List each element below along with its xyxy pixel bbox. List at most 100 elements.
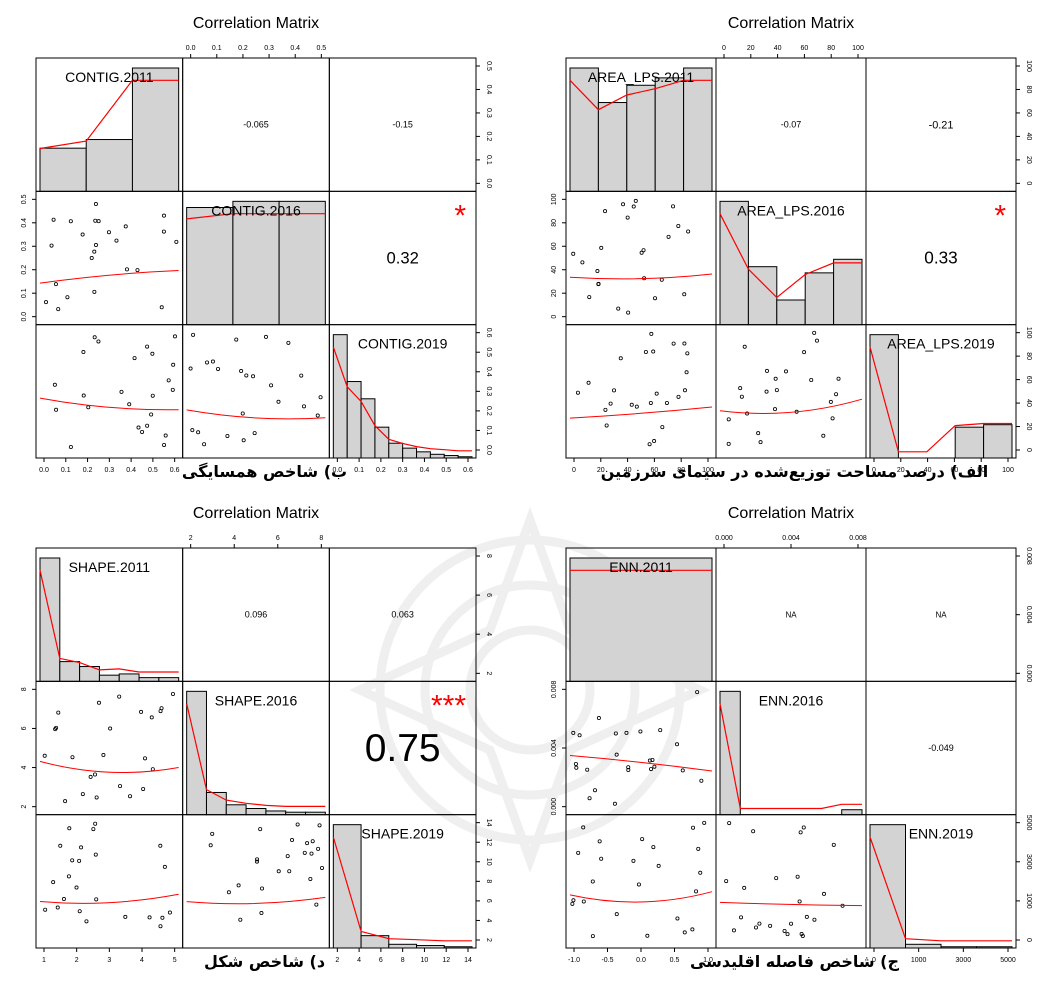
- bottom-tick-label: 0.6: [170, 467, 180, 474]
- scatter-point: [751, 829, 756, 834]
- matrix-cell: [35, 680, 184, 816]
- density-curve: [569, 79, 712, 111]
- significance-stars: *: [994, 199, 1006, 232]
- left-tick-label: 100: [551, 193, 558, 205]
- scatter-point: [676, 394, 681, 399]
- panel-caption: د) شاخص شکل: [203, 952, 326, 971]
- right-tick-label: 80: [1025, 352, 1032, 360]
- scatter-point: [174, 239, 179, 244]
- scatter-point: [603, 209, 608, 214]
- scatter-point: [54, 407, 59, 412]
- density-curve: [332, 836, 472, 942]
- scatter-point: [651, 349, 656, 354]
- scatter-point: [208, 843, 213, 848]
- scatter-point: [575, 390, 580, 395]
- histogram-bar: [416, 945, 445, 949]
- scatter-point: [77, 909, 82, 914]
- scatter-point: [49, 243, 54, 248]
- density-curve: [39, 79, 179, 150]
- variable-label: CONTIG.2011: [65, 69, 154, 85]
- density-curve: [719, 213, 862, 299]
- scatter-point: [621, 202, 626, 207]
- scatter-point: [92, 772, 97, 777]
- scatter-point: [814, 338, 819, 343]
- right-tick-label: 0.5: [485, 347, 492, 357]
- scatter-point: [255, 857, 260, 862]
- right-tick-label: 12: [485, 838, 492, 846]
- significance-stars: ***: [431, 689, 466, 722]
- scatter-point: [739, 394, 744, 399]
- scatter-point: [51, 880, 56, 885]
- bottom-tick-label: 60: [951, 467, 959, 474]
- right-tick-label: 0.4: [485, 367, 492, 377]
- top-tick-label: 0.000: [715, 535, 733, 542]
- left-tick-label: 0.2: [21, 265, 28, 275]
- scatter-point: [773, 407, 778, 412]
- scatter-point: [675, 916, 680, 921]
- scatter-point: [798, 830, 803, 835]
- scatter-point: [234, 337, 239, 342]
- bottom-tick-label: 5000: [1000, 957, 1016, 964]
- top-tick-label: 20: [747, 45, 755, 52]
- histogram-bar: [654, 77, 685, 192]
- histogram-bar: [158, 677, 180, 682]
- scatter-point: [150, 393, 155, 398]
- right-tick-label: 0.008: [1025, 547, 1032, 565]
- right-tick-label: 0: [1025, 448, 1032, 452]
- scatter-point: [91, 827, 96, 832]
- left-tick-label: 6: [21, 726, 28, 730]
- histogram-bar: [346, 381, 362, 459]
- significance-stars: *: [454, 199, 466, 232]
- scatter-point: [613, 731, 618, 736]
- scatter-point: [260, 886, 265, 891]
- scatter-point: [101, 753, 106, 758]
- scatter-point: [96, 700, 101, 705]
- top-tick-label: 0.008: [849, 535, 867, 542]
- bottom-tick-label: 0.4: [126, 467, 136, 474]
- scatter-point: [581, 825, 586, 830]
- scatter-point: [727, 821, 732, 826]
- scatter-point: [68, 219, 73, 224]
- scatter-point: [93, 218, 98, 223]
- scatter-point: [54, 725, 59, 730]
- top-tick-label: 4: [232, 535, 236, 542]
- histogram-bar: [278, 200, 326, 326]
- matrix-cell: [565, 190, 717, 326]
- histogram-bar: [39, 147, 87, 192]
- variable-label: SHAPE.2011: [69, 559, 151, 575]
- histogram-bar: [804, 272, 835, 326]
- histogram-bar: [626, 84, 656, 192]
- scatter-point: [92, 289, 97, 294]
- right-tick-label: 0.1: [485, 426, 492, 436]
- scatter-point: [830, 416, 835, 421]
- right-tick-label: 2: [485, 938, 492, 942]
- scatter-point: [166, 378, 171, 383]
- scatter-point: [625, 215, 630, 220]
- scatter-point: [682, 292, 687, 297]
- bottom-tick-label: 8: [401, 957, 405, 964]
- smooth-line: [719, 398, 863, 414]
- matrix-cell: [715, 814, 867, 949]
- scatter-point: [652, 439, 657, 444]
- scatter-point: [675, 742, 680, 747]
- correlation-value: -0.07: [781, 120, 802, 130]
- scatter-point: [571, 730, 576, 735]
- bottom-tick-label: 4: [140, 957, 144, 964]
- density-curve: [39, 570, 179, 673]
- left-tick-label: 60: [551, 242, 558, 250]
- scatter-point: [640, 837, 645, 842]
- top-tick-label: 0.0: [186, 45, 196, 52]
- scatter-point: [158, 843, 163, 848]
- matrix-cell: [865, 324, 1017, 459]
- scatter-point: [804, 914, 809, 919]
- scatter-point: [162, 864, 167, 869]
- scatter-point: [84, 919, 89, 924]
- correlation-value: 0.75: [365, 727, 441, 770]
- scatter-point: [43, 907, 48, 912]
- scatter-point: [132, 356, 137, 361]
- scatter-point: [633, 198, 638, 203]
- right-tick-label: 6: [485, 593, 492, 597]
- scatter-point: [650, 757, 655, 762]
- scatter-point: [684, 370, 689, 375]
- scatter-point: [92, 335, 97, 340]
